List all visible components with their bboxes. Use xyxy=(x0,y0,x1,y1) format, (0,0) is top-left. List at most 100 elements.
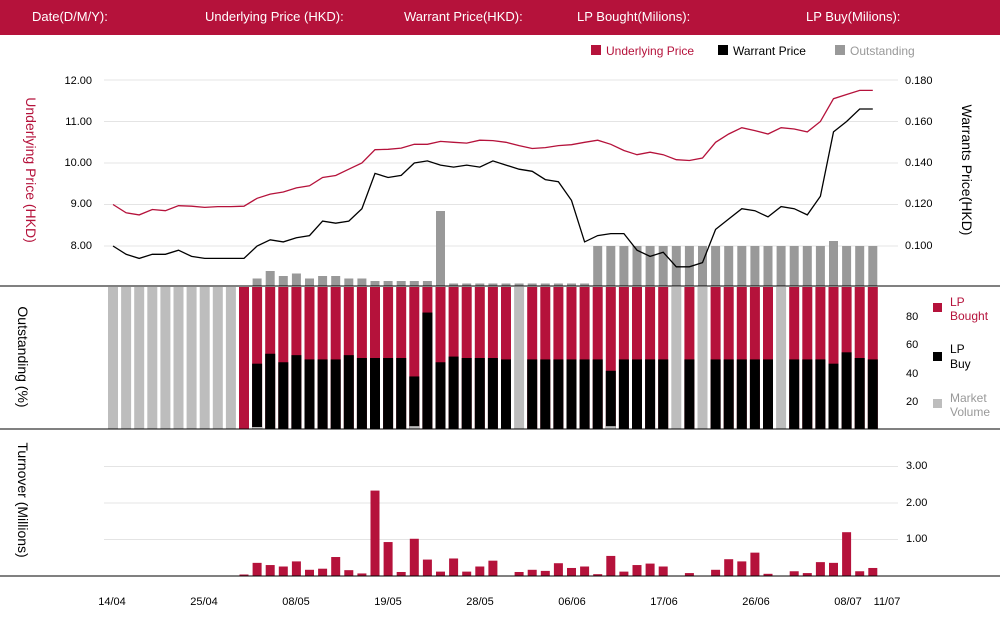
outstanding-bar xyxy=(567,283,576,286)
turnover-bar xyxy=(658,566,668,576)
lp-buy-bar xyxy=(317,359,328,429)
lp-bought-bar xyxy=(527,287,538,429)
outstanding-bar xyxy=(789,246,799,286)
y-tick-left: 8.00 xyxy=(71,240,92,252)
outstanding-bar xyxy=(278,276,288,286)
y-axis-label-left: Underlying Price (HKD) xyxy=(23,97,39,242)
lp-buy-bar xyxy=(356,358,367,429)
turnover-bar xyxy=(540,570,550,576)
outstanding-tick: 60 xyxy=(906,339,918,351)
lp-bought-bar xyxy=(763,287,773,429)
lp-bought-bar xyxy=(658,287,669,429)
y-tick-left: 10.00 xyxy=(64,157,92,169)
outstanding-bar xyxy=(265,271,275,286)
turnover-bar xyxy=(606,555,616,576)
x-tick: 11/07 xyxy=(874,596,901,608)
y-tick-right: 0.100 xyxy=(905,240,933,252)
lp-buy-bar xyxy=(501,359,511,429)
lp-bought-bar xyxy=(304,287,315,429)
market-volume-bar xyxy=(776,287,787,429)
outstanding-tick: 40 xyxy=(906,368,918,380)
lp-bought-bar xyxy=(618,287,629,429)
outstanding-bar xyxy=(305,278,314,286)
lp-buy-bar xyxy=(789,359,800,429)
lp-bought-bar xyxy=(645,287,656,429)
legend-market-volume-label: Market Volume xyxy=(950,391,990,419)
lp-buy-bar xyxy=(553,359,564,429)
price-lines xyxy=(112,89,873,268)
turnover-bar xyxy=(396,571,406,576)
lp-bought-bar xyxy=(566,287,577,429)
legend-underlying-swatch xyxy=(591,45,601,55)
legend-lp-bought-word: Bought xyxy=(950,309,989,323)
turnover-bar xyxy=(462,571,472,576)
turnover-bar xyxy=(357,573,367,576)
outstanding-bar xyxy=(632,246,642,286)
turnover-bar xyxy=(815,562,825,576)
market-volume-bar xyxy=(605,426,616,429)
lp-buy-bar xyxy=(815,359,826,429)
lp-bought-bar xyxy=(435,287,446,429)
outstanding-bar xyxy=(409,281,419,286)
turnover-bar xyxy=(370,490,380,576)
market-volume-bar xyxy=(225,287,236,429)
lp-buy-bar xyxy=(592,359,603,429)
legend-warrant-label: Warrant Price xyxy=(733,44,806,58)
turnover-bar xyxy=(422,559,432,576)
y-tick-right: 0.180 xyxy=(905,75,933,87)
market-volume-bar xyxy=(134,287,145,429)
lp-buy-bar xyxy=(383,358,394,429)
warrant-chart[interactable]: Underlying Price Warrant Price Outstandi… xyxy=(0,35,1000,620)
lp-buy-bar xyxy=(645,359,656,429)
turnover-tick: 2.00 xyxy=(906,497,927,509)
legend-market-volume-word: Volume xyxy=(950,405,990,419)
turnover-bar xyxy=(802,573,812,576)
x-tick: 25/04 xyxy=(190,596,218,608)
market-volume-bar xyxy=(108,287,118,429)
lp-bought-bar xyxy=(802,287,813,429)
lp-buy-bar xyxy=(854,358,865,429)
outstanding-tick: 80 xyxy=(906,311,918,323)
outstanding-bars-top xyxy=(252,211,878,286)
lp-bought-bar xyxy=(736,287,747,429)
outstanding-bar xyxy=(842,246,852,286)
turnover-bar xyxy=(711,569,721,576)
market-volume-bar xyxy=(186,287,197,429)
outstanding-bar xyxy=(724,246,734,286)
legend-market-volume-word: Market xyxy=(950,391,987,405)
market-volume-bar xyxy=(121,287,132,429)
lp-bought-bar xyxy=(252,287,263,429)
y-axis-label-right: Warrants Price(HKD) xyxy=(959,105,975,236)
outstanding-bar xyxy=(357,278,367,286)
turnover-bar xyxy=(789,571,799,576)
market-volume-bar xyxy=(212,287,223,429)
outstanding-bar xyxy=(619,246,629,286)
outstanding-bar xyxy=(698,246,707,286)
outstanding-bar xyxy=(606,246,616,286)
turnover-bar xyxy=(514,571,524,576)
lp-buy-bar xyxy=(710,359,721,429)
turnover-bar xyxy=(868,567,878,576)
lp-buy-bar xyxy=(448,356,459,429)
market-volume-bar xyxy=(160,287,171,429)
lp-bought-bar xyxy=(789,287,800,429)
legend-lp-buy-word: LP xyxy=(950,342,965,356)
turnover-grid xyxy=(104,466,898,540)
y-tick-left: 9.00 xyxy=(71,198,92,210)
turnover-bar xyxy=(278,566,288,576)
lp-buy-bar xyxy=(540,359,551,429)
outstanding-bar xyxy=(750,246,760,286)
outstanding-bar xyxy=(527,283,537,286)
outstanding-bar xyxy=(593,246,603,286)
lp-buy-bar xyxy=(618,359,629,429)
outstanding-bar xyxy=(475,283,485,286)
lp-buy-bar xyxy=(487,358,498,429)
turnover-bar xyxy=(750,552,760,576)
outstanding-bar xyxy=(711,246,721,286)
turnover-bar xyxy=(344,570,354,576)
lp-bought-bar xyxy=(815,287,826,429)
x-tick: 19/05 xyxy=(374,596,402,608)
lp-buy-bar xyxy=(867,359,878,429)
turnover-bar xyxy=(855,571,865,576)
x-tick: 08/05 xyxy=(282,596,310,608)
